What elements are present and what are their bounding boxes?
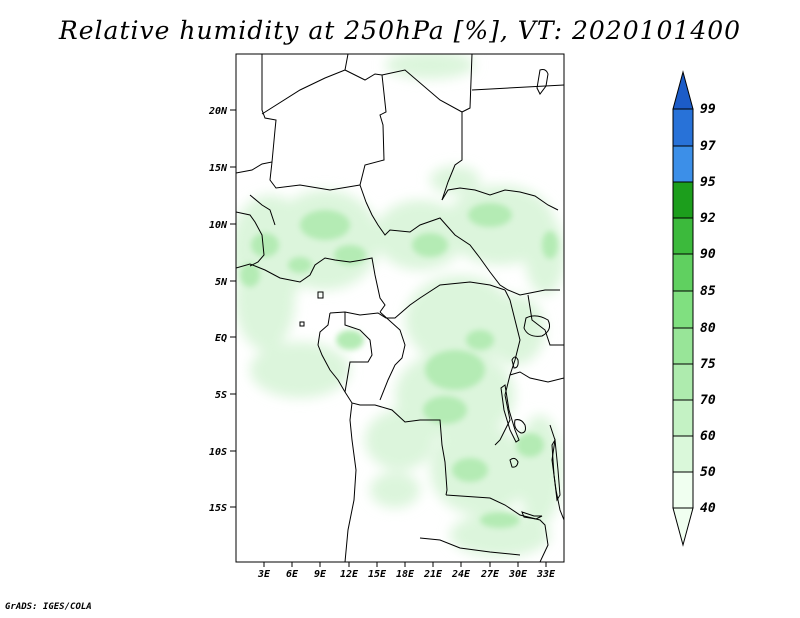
x-tick-label: 27E bbox=[480, 569, 500, 580]
y-tick-label: 15N bbox=[209, 163, 228, 174]
y-tick-label: 5N bbox=[215, 277, 228, 288]
colorbar-label: 92 bbox=[700, 211, 716, 226]
boundaries bbox=[236, 54, 564, 562]
colorbar: 40 50 60 70 75 80 85 90 92 95 97 99 bbox=[672, 70, 716, 547]
credit-label: GrADS: IGES/COLA bbox=[5, 602, 92, 612]
colorbar-label: 50 bbox=[700, 465, 716, 480]
colorbar-segment bbox=[672, 471, 694, 509]
x-tick-label: 18E bbox=[396, 569, 415, 580]
x-tick-label: 9E bbox=[314, 569, 327, 580]
colorbar-label: 99 bbox=[700, 102, 716, 117]
y-tick-label: 20N bbox=[208, 106, 228, 117]
colorbar-label: 97 bbox=[700, 139, 716, 154]
colorbar-segment bbox=[672, 108, 694, 147]
map-title: Relative humidity at 250hPa [%], VT: 202… bbox=[58, 16, 742, 45]
colorbar-label: 80 bbox=[700, 321, 716, 336]
colorbar-label: 95 bbox=[700, 175, 716, 190]
x-tick-label: 30E bbox=[508, 569, 528, 580]
y-tick-label: EQ bbox=[215, 333, 227, 344]
x-tick-label: 24E bbox=[451, 569, 471, 580]
colorbar-label: 75 bbox=[700, 357, 716, 372]
x-tick-label: 3E bbox=[257, 569, 271, 580]
map-frame bbox=[235, 53, 565, 563]
lakes bbox=[299, 69, 561, 520]
colorbar-segment bbox=[672, 181, 694, 219]
colorbar-segment bbox=[672, 363, 694, 401]
humidity-field bbox=[236, 54, 564, 557]
colorbar-segment bbox=[672, 435, 694, 473]
x-tick-label: 6E bbox=[286, 569, 299, 580]
y-tick-label: 15S bbox=[209, 503, 227, 514]
colorbar-segment bbox=[672, 70, 694, 110]
colorbar-segment bbox=[672, 145, 694, 183]
y-tick-label: 10S bbox=[209, 447, 227, 458]
colorbar-label: 60 bbox=[700, 429, 716, 444]
x-tick-label: 15E bbox=[368, 569, 387, 580]
x-tick-label: 33E bbox=[536, 569, 556, 580]
colorbar-segment bbox=[672, 217, 694, 255]
x-tick-label: 12E bbox=[340, 569, 359, 580]
colorbar-segment bbox=[672, 399, 694, 437]
colorbar-label: 85 bbox=[700, 284, 716, 299]
y-axis: 20N 15N 10N 5N EQ 5S 10S 15S bbox=[208, 106, 236, 514]
colorbar-label: 40 bbox=[700, 501, 716, 516]
y-tick-label: 5S bbox=[215, 390, 227, 401]
colorbar-segment bbox=[672, 253, 694, 292]
colorbar-segment bbox=[672, 327, 694, 365]
colorbar-segment bbox=[672, 507, 694, 547]
colorbar-label: 70 bbox=[700, 393, 716, 408]
x-tick-label: 21E bbox=[423, 569, 443, 580]
y-tick-label: 10N bbox=[209, 220, 228, 231]
x-axis: 3E 6E 9E 12E 15E 18E 21E 24E 27E 30E 33E bbox=[257, 562, 556, 580]
colorbar-segment bbox=[672, 290, 694, 329]
colorbar-label: 90 bbox=[700, 247, 716, 262]
